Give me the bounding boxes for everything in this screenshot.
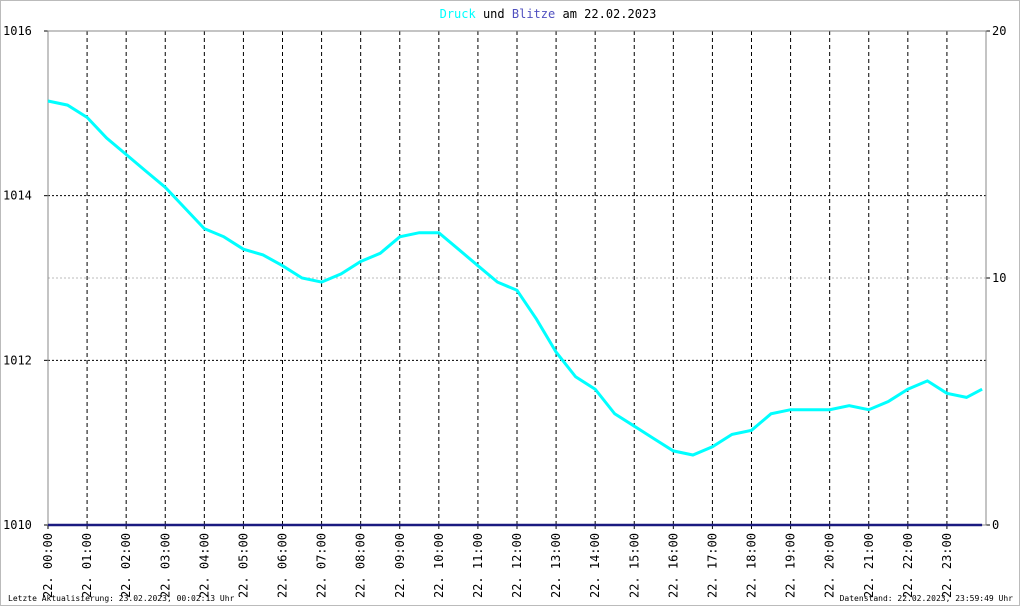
x-tick-label: 22. 11:00 [471,533,485,598]
x-tick-label: 22. 10:00 [432,533,446,598]
x-tick-label: 22. 05:00 [236,533,250,598]
title-suffix: am 22.02.2023 [562,7,656,21]
y2-tick-label: 10 [992,271,1006,285]
y2-tick-label: 0 [992,518,999,532]
x-tick-label: 22. 19:00 [784,533,798,598]
x-tick-label: 22. 15:00 [627,533,641,598]
x-tick-label: 22. 12:00 [510,533,524,598]
x-tick-label: 22. 18:00 [745,533,759,598]
x-tick-label: 22. 23:00 [940,533,954,598]
y-tick-label: 1012 [3,353,32,367]
x-tick-label: 22. 06:00 [276,533,290,598]
y-tick-label: 1010 [3,518,32,532]
y-tick-label: 1016 [3,24,32,38]
series-line [47,99,983,457]
x-tick-label: 22. 02:00 [119,533,133,598]
x-tick-label: 22. 22:00 [901,533,915,598]
x-tick-label: 22. 08:00 [354,533,368,598]
chart-title: Druck und Blitze am 22.02.2023 [440,7,657,21]
y2-tick-label: 20 [992,24,1006,38]
x-tick-label: 22. 20:00 [823,533,837,598]
x-tick-label: 22. 17:00 [705,533,719,598]
footer-left: Letzte Aktualisierung: 23.02.2023, 00:02… [8,594,235,603]
x-tick-label: 22. 00:00 [41,533,55,598]
title-series-2: Blitze [512,7,555,21]
title-joiner: und [483,7,505,21]
x-tick-label: 22. 04:00 [197,533,211,598]
y-tick-label: 1014 [3,189,32,203]
x-tick-label: 22. 09:00 [393,533,407,598]
x-tick-label: 22. 14:00 [588,533,602,598]
x-tick-label: 22. 21:00 [862,533,876,598]
x-tick-label: 22. 16:00 [666,533,680,598]
title-series-1: Druck [440,7,477,21]
footer-right: Datenstand: 22.02.2023, 23:59:49 Uhr [840,594,1014,603]
x-tick-label: 22. 03:00 [158,533,172,598]
x-tick-label: 22. 01:00 [80,533,94,598]
x-tick-label: 22. 07:00 [315,533,329,598]
x-tick-label: 22. 13:00 [549,533,563,598]
